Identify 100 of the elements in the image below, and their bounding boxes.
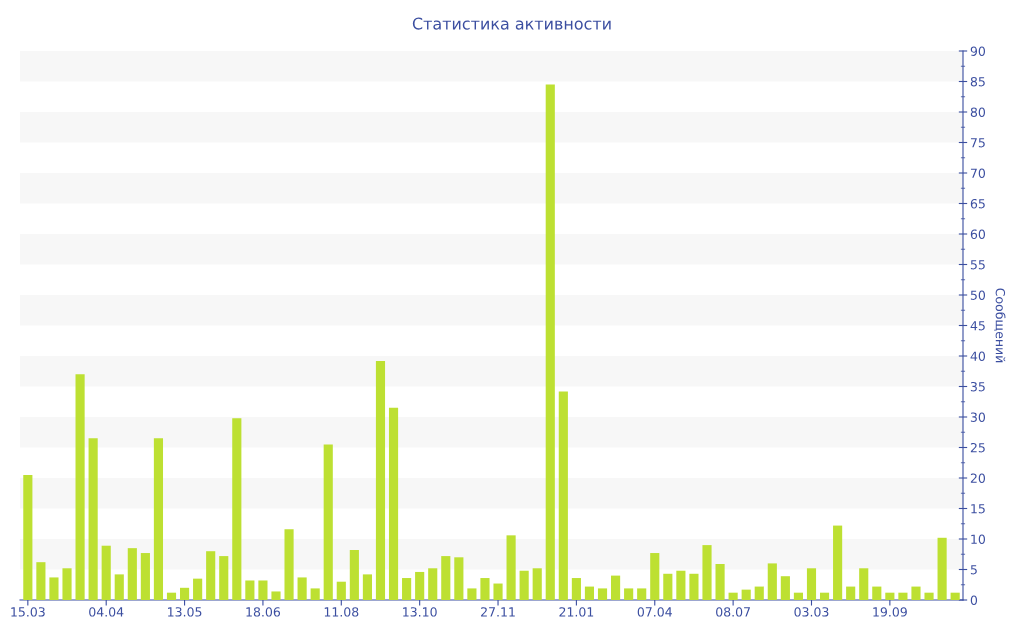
bar <box>937 537 947 600</box>
bar <box>232 418 242 600</box>
bar <box>519 570 529 600</box>
bar <box>297 577 307 600</box>
bar <box>702 545 712 600</box>
bar <box>833 525 843 600</box>
bar <box>375 360 386 600</box>
bar <box>36 562 46 600</box>
bar <box>415 571 425 600</box>
bar <box>859 568 869 600</box>
bar <box>428 568 438 600</box>
x-tick-label: 27.11 <box>481 607 515 617</box>
bar <box>885 592 895 600</box>
bar <box>819 592 830 600</box>
bar <box>597 588 608 600</box>
bar <box>23 474 33 600</box>
bar <box>441 556 451 600</box>
bar <box>336 581 346 600</box>
bar <box>584 586 595 600</box>
bar <box>140 553 150 600</box>
x-tick-label: 08.07 <box>716 607 750 617</box>
y-tick-label: 45 <box>970 321 985 331</box>
x-tick-label: 04.04 <box>89 607 124 617</box>
bar <box>506 535 516 600</box>
y-tick-label: 35 <box>970 381 985 392</box>
y-tick-label: 0 <box>970 595 978 605</box>
bar <box>49 577 59 600</box>
bar <box>362 574 372 600</box>
bar <box>780 576 790 600</box>
bar <box>467 588 477 600</box>
bar <box>924 592 934 600</box>
y-tick-label: 90 <box>970 46 986 56</box>
bar <box>166 592 177 600</box>
y-tick-label: 40 <box>970 351 986 361</box>
bar <box>219 556 229 600</box>
bar <box>676 570 686 600</box>
bar <box>650 553 660 600</box>
bar <box>898 592 908 600</box>
x-tick-label: 07.04 <box>637 607 672 617</box>
bar <box>206 551 216 600</box>
bar <box>741 589 751 600</box>
y-axis-title: Сообщений <box>994 288 1006 363</box>
bar <box>872 586 882 600</box>
bar <box>388 407 399 600</box>
y-tick-label: 20 <box>970 473 986 483</box>
bar <box>402 578 412 600</box>
x-tick-label: 11.08 <box>324 607 359 617</box>
x-tick-label: 13.10 <box>403 607 437 617</box>
bar <box>193 578 203 600</box>
bar <box>245 580 255 600</box>
chart-title: Статистика активности <box>412 17 611 30</box>
bar <box>715 564 725 600</box>
bar <box>284 529 294 600</box>
y-tick-label: 15 <box>971 504 985 514</box>
bar <box>689 573 699 600</box>
y-tick-label: 50 <box>970 290 986 300</box>
bar <box>480 578 490 600</box>
bar <box>271 591 281 600</box>
y-tick-label: 85 <box>970 76 985 87</box>
bar <box>846 586 856 600</box>
x-tick-label: 13.05 <box>168 607 202 617</box>
bar <box>950 592 960 600</box>
x-tick-label: 19.09 <box>873 607 907 617</box>
bar <box>728 592 738 600</box>
bar <box>493 583 503 600</box>
y-tick-label: 65 <box>970 198 985 209</box>
bar <box>88 438 98 600</box>
bar <box>258 580 268 600</box>
y-tick-label: 10 <box>971 534 986 544</box>
bar <box>806 568 817 600</box>
bar <box>911 586 921 600</box>
y-tick-label: 70 <box>970 168 986 178</box>
bar <box>127 548 137 600</box>
bar <box>349 549 359 600</box>
bar <box>114 574 124 600</box>
bar <box>624 588 634 600</box>
bar <box>454 557 464 600</box>
bar <box>571 578 581 600</box>
y-tick-label: 75 <box>970 138 985 148</box>
y-tick-label: 30 <box>970 412 986 422</box>
bar <box>62 568 72 600</box>
y-tick-label: 55 <box>970 260 985 270</box>
bar <box>637 588 647 600</box>
x-tick-label: 03.03 <box>794 607 829 617</box>
y-tick-label: 80 <box>970 107 986 117</box>
bar <box>558 391 568 600</box>
bar <box>323 444 333 600</box>
y-tick-label: 5 <box>970 565 977 575</box>
bar <box>663 573 673 600</box>
y-tick-label: 25 <box>970 442 985 453</box>
x-tick-label: 18.06 <box>246 607 281 617</box>
bar <box>545 84 555 600</box>
bar <box>532 568 542 600</box>
bar <box>793 592 803 600</box>
bar <box>754 586 764 600</box>
x-tick-label: 15.03 <box>11 607 45 617</box>
x-tick-label: 21.01 <box>559 607 594 617</box>
bar <box>310 588 320 600</box>
bar <box>611 575 621 600</box>
y-tick-label: 60 <box>970 229 986 239</box>
